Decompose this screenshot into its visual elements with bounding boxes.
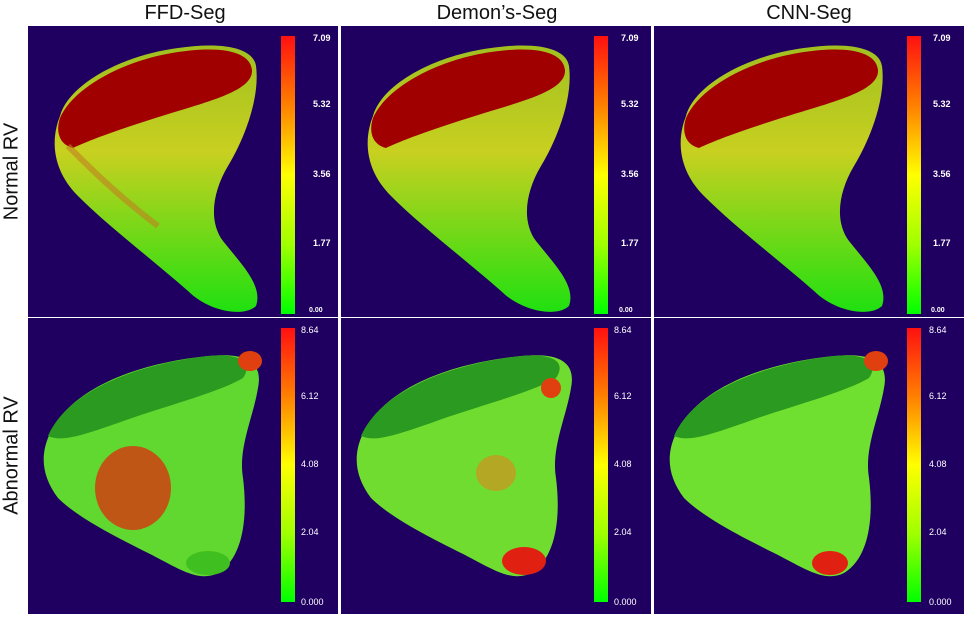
column-title-cnn: CNN-Seg [766,2,852,24]
row-label-normal: Normal RV [0,122,23,221]
tick: 3.56 [933,169,951,179]
tick-bottom: 0.000 [614,597,637,607]
tick: 2.04 [929,527,947,537]
panel-abnormal-ffd: 8.64 6.12 4.08 2.04 0.000 [28,318,338,614]
tick-top: 7.09 [313,33,331,43]
tick: 5.32 [933,99,951,109]
tick: 1.77 [313,238,331,248]
tick-top: 8.64 [301,325,319,335]
row-label-abnormal: Abnormal RV [0,396,23,515]
tick-bottom: 0.00 [309,307,323,314]
tick: 6.12 [614,391,632,401]
rv-mesh-normal-ffd [54,45,258,312]
tick: 4.08 [301,459,319,469]
tick-top: 7.09 [621,33,639,43]
colorbar-normal-ffd [281,36,295,314]
tick: 3.56 [621,169,639,179]
tick: 2.04 [614,527,632,537]
tick-bottom: 0.000 [929,597,952,607]
tick: 1.77 [621,238,639,248]
column-title-ffd: FFD-Seg [144,2,226,24]
rv-mesh-abnormal-cnn [669,351,888,577]
tick: 2.04 [301,527,319,537]
panel-normal-cnn: 7.09 5.32 3.56 1.77 0.00 [654,26,964,317]
colorbar-normal-demons [594,36,608,314]
rv-mesh-normal-demons [367,45,571,312]
tick-top: 7.09 [933,33,951,43]
rv-mesh-abnormal-ffd [43,351,262,577]
tick-bottom: 0.00 [619,307,633,314]
tick-top: 8.64 [614,325,632,335]
tick: 5.32 [313,99,331,109]
colorbar-abnormal-ffd [281,328,295,602]
tick: 4.08 [929,459,947,469]
rv-mesh-normal-cnn [680,45,884,312]
tick: 1.77 [933,238,951,248]
tick: 6.12 [301,391,319,401]
tick-bottom: 0.00 [931,307,945,314]
panel-normal-ffd: 7.09 5.32 3.56 1.77 0.00 [28,26,338,317]
panel-abnormal-demons: 8.64 6.12 4.08 2.04 0.000 [341,318,651,614]
rv-mesh-abnormal-demons [356,355,572,577]
panel-abnormal-cnn: 8.64 6.12 4.08 2.04 0.000 [654,318,964,614]
tick: 5.32 [621,99,639,109]
colorbar-abnormal-demons [594,328,608,602]
tick: 4.08 [614,459,632,469]
colorbar-abnormal-cnn [907,328,921,602]
panel-normal-demons: 7.09 5.32 3.56 1.77 0.00 [341,26,651,317]
column-title-demons: Demon’s-Seg [436,2,558,24]
tick-bottom: 0.000 [301,597,324,607]
colorbar-normal-cnn [907,36,921,314]
tick: 3.56 [313,169,331,179]
tick: 6.12 [929,391,947,401]
tick-top: 8.64 [929,325,947,335]
